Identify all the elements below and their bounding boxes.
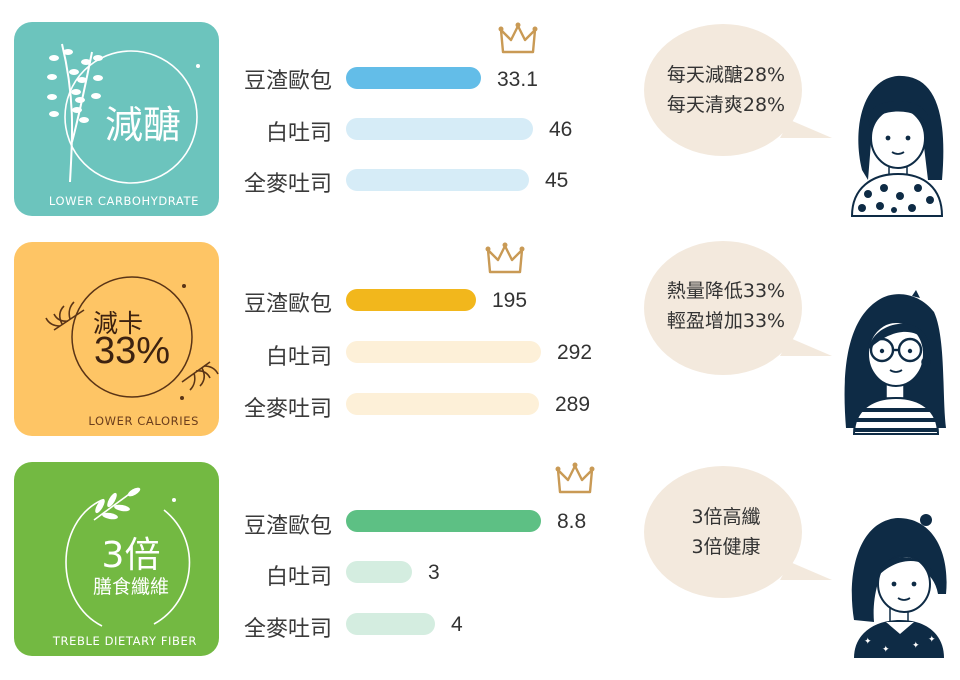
data-label: 45 bbox=[545, 169, 569, 192]
branch-icon bbox=[65, 487, 191, 627]
carb-badge-caption: LOWER CARBOHYDRATE bbox=[48, 194, 199, 208]
category-label: 全麥吐司 bbox=[243, 172, 332, 197]
calories-badge-title: 減卡 bbox=[92, 309, 143, 338]
data-label: 8.8 bbox=[557, 510, 587, 533]
category-label: 豆渣歐包 bbox=[243, 514, 332, 539]
calories-badge-percent: 33% bbox=[93, 330, 171, 372]
category-label: 全麥吐司 bbox=[243, 397, 332, 422]
bubble-line: 每天減醣28% bbox=[666, 64, 786, 86]
bubble-line: 輕盈增加33% bbox=[666, 310, 786, 332]
carb-badge: 減醣 LOWER CARBOHYDRATE bbox=[14, 22, 219, 216]
fiber-badge: 3倍 膳食纖維 TREBLE DIETARY FIBER bbox=[14, 462, 219, 656]
data-label: 4 bbox=[451, 613, 463, 636]
bar bbox=[346, 118, 533, 140]
category-label: 全麥吐司 bbox=[243, 617, 332, 642]
bubble-line: 3倍高纖 bbox=[691, 506, 761, 528]
bar bbox=[346, 613, 435, 635]
category-label: 白吐司 bbox=[265, 565, 332, 590]
bar bbox=[346, 67, 481, 89]
bubble-text: 3倍高纖 3倍健康 bbox=[643, 502, 809, 562]
svg-text:✦: ✦ bbox=[912, 641, 920, 651]
bar bbox=[346, 561, 412, 583]
crown-icon bbox=[498, 22, 538, 54]
calories-badge-caption: LOWER CALORIES bbox=[88, 414, 199, 428]
bar bbox=[346, 289, 476, 311]
data-label: 33.1 bbox=[497, 68, 538, 91]
speech-bubble-icon bbox=[644, 24, 832, 156]
data-label: 46 bbox=[549, 118, 573, 141]
branch-icon bbox=[47, 43, 200, 184]
speech-bubble-icon bbox=[644, 241, 832, 375]
bar bbox=[346, 341, 541, 363]
category-label: 豆渣歐包 bbox=[243, 292, 332, 317]
laurel-icon bbox=[45, 276, 219, 400]
category-label: 白吐司 bbox=[265, 121, 332, 146]
bar bbox=[346, 169, 529, 191]
person-avatar-icon bbox=[844, 290, 946, 435]
panel-calories: 減卡 33% LOWER CALORIES 豆渣歐包 白吐司 全麥吐司 195 … bbox=[0, 220, 960, 440]
bubble-line: 熱量降低33% bbox=[666, 280, 786, 302]
panel-carb: 減醣 LOWER CARBOHYDRATE 豆渣歐包 白吐司 全麥吐司 33.1… bbox=[0, 0, 960, 220]
carb-badge-title: 減醣 bbox=[104, 103, 181, 147]
calories-badge: 減卡 33% LOWER CALORIES bbox=[14, 242, 219, 436]
data-label: 292 bbox=[557, 341, 593, 364]
data-label: 195 bbox=[492, 289, 528, 312]
bubble-line: 3倍健康 bbox=[691, 536, 761, 558]
data-label: 3 bbox=[428, 561, 440, 584]
fiber-badge-title: 3倍 bbox=[101, 535, 161, 576]
category-label: 白吐司 bbox=[265, 345, 332, 370]
speech-bubble-icon bbox=[644, 466, 832, 598]
data-label: 289 bbox=[555, 393, 591, 416]
crown-icon bbox=[485, 242, 525, 274]
person-avatar-icon bbox=[850, 75, 944, 217]
bar bbox=[346, 393, 539, 415]
bubble-line: 每天清爽28% bbox=[666, 94, 786, 116]
person-avatar-icon: ✦ ✦ ✦ ✦ bbox=[851, 514, 947, 658]
category-label: 豆渣歐包 bbox=[243, 69, 332, 94]
bar bbox=[346, 510, 541, 532]
bubble-text: 熱量降低33% 輕盈增加33% bbox=[643, 276, 809, 336]
bubble-text: 每天減醣28% 每天清爽28% bbox=[643, 60, 809, 120]
svg-text:✦: ✦ bbox=[864, 637, 872, 647]
svg-text:✦: ✦ bbox=[882, 645, 890, 655]
fiber-badge-subtitle: 膳食纖維 bbox=[92, 576, 169, 598]
panel-fiber: 3倍 膳食纖維 TREBLE DIETARY FIBER 豆渣歐包 白吐司 全麥… bbox=[0, 440, 960, 660]
svg-text:✦: ✦ bbox=[928, 635, 936, 645]
fiber-badge-caption: TREBLE DIETARY FIBER bbox=[52, 634, 197, 648]
crown-icon bbox=[555, 462, 595, 494]
